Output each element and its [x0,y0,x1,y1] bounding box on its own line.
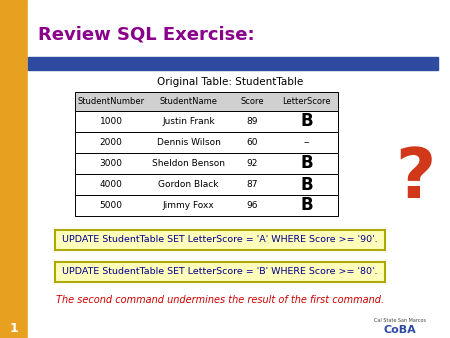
Text: B: B [300,175,313,193]
Text: B: B [300,154,313,172]
Bar [75,132,338,153]
Text: 89: 89 [247,117,258,126]
Text: Review SQL Exercise:: Review SQL Exercise: [38,26,255,44]
Text: Dennis Wilson: Dennis Wilson [157,138,220,147]
Text: Gordon Black: Gordon Black [158,180,219,189]
Bar [75,111,338,132]
Text: 1000: 1000 [99,117,122,126]
Text: UPDATE StudentTable SET LetterScore = 'A' WHERE Score >= '90'.: UPDATE StudentTable SET LetterScore = 'A… [62,236,378,244]
Text: StudentNumber: StudentNumber [77,97,144,106]
Text: 1: 1 [9,321,18,335]
Text: 4000: 4000 [99,180,122,189]
Text: 60: 60 [247,138,258,147]
Text: The second command undermines the result of the first command.: The second command undermines the result… [56,295,384,305]
Bar [0,0,28,338]
Text: --: -- [303,138,310,147]
FancyBboxPatch shape [55,262,385,282]
Text: ?: ? [395,145,435,212]
Text: 5000: 5000 [99,201,122,210]
Bar [75,195,338,216]
Bar [75,92,338,111]
Text: B: B [300,113,313,130]
Bar [75,174,338,195]
Bar [75,153,338,174]
Text: CoBA: CoBA [383,325,416,335]
Text: 87: 87 [247,180,258,189]
Text: 3000: 3000 [99,159,122,168]
Text: Original Table: StudentTable: Original Table: StudentTable [157,77,303,87]
Text: B: B [300,196,313,215]
Text: LetterScore: LetterScore [282,97,331,106]
Text: Cal State San Marcos: Cal State San Marcos [374,317,426,322]
Text: 92: 92 [247,159,258,168]
Text: UPDATE StudentTable SET LetterScore = 'B' WHERE Score >= '80'.: UPDATE StudentTable SET LetterScore = 'B… [62,267,378,276]
Text: 2000: 2000 [99,138,122,147]
FancyBboxPatch shape [55,230,385,250]
Text: StudentName: StudentName [159,97,217,106]
Text: 96: 96 [247,201,258,210]
Text: Jimmy Foxx: Jimmy Foxx [162,201,214,210]
Text: Sheldon Benson: Sheldon Benson [152,159,225,168]
Text: Justin Frank: Justin Frank [162,117,215,126]
Bar [28,57,438,70]
Text: Score: Score [241,97,264,106]
